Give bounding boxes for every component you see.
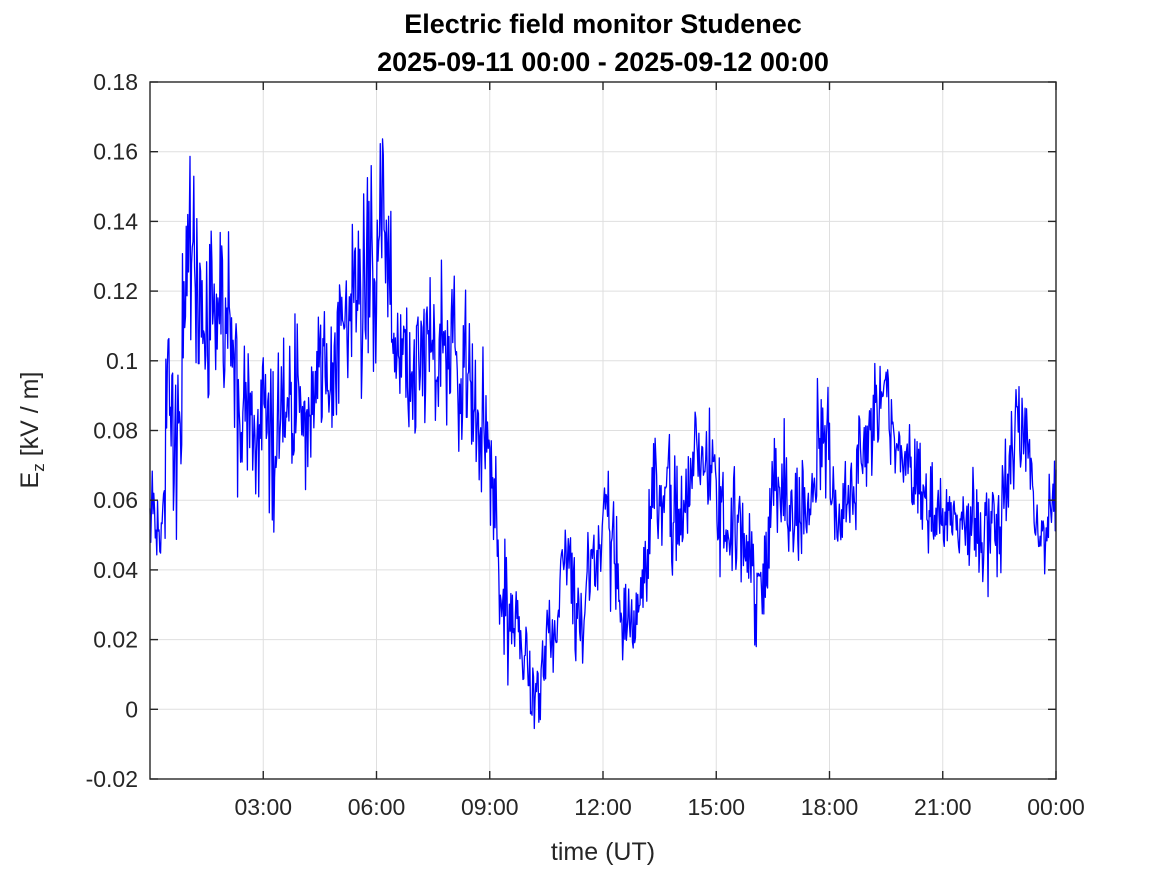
axis-ticks	[150, 81, 1057, 780]
x-axis-tick-label: 00:00	[1027, 794, 1085, 820]
y-axis-tick-label: 0.02	[93, 627, 138, 653]
y-axis-label-subscript: z	[29, 463, 48, 472]
y-axis-tick-label: 0.06	[93, 487, 138, 513]
y-axis-tick-label: 0.14	[93, 208, 138, 234]
x-axis-tick-label: 09:00	[461, 794, 519, 820]
y-axis-tick-label: 0.04	[93, 557, 138, 583]
y-axis-tick-label: 0.12	[93, 278, 138, 304]
y-axis-tick-label: 0.16	[93, 139, 138, 165]
x-axis-tick-labels: 03:00 06:00 09:00 12:00 15:00 18:00 21:00 00:00	[234, 794, 1084, 820]
y-axis-tick-label: 0.1	[106, 348, 138, 374]
x-axis-tick-label: 12:00	[574, 794, 632, 820]
y-axis-label: Ez [kV / m]	[16, 372, 48, 489]
series-group	[149, 138, 1057, 730]
y-axis-tick-label: 0.18	[93, 69, 138, 95]
x-axis-tick-label: 21:00	[914, 794, 972, 820]
efield-series-line	[149, 138, 1057, 730]
y-axis-tick-label: -0.02	[86, 766, 138, 792]
grid-lines	[150, 82, 1056, 779]
y-axis-tick-labels: -0.02 0 0.02 0.04 0.06 0.08 0.1 0.12 0.14 0.16 0.1…	[86, 69, 139, 792]
x-axis-tick-label: 03:00	[234, 794, 292, 820]
chart-title: Electric field monitor Studenec	[404, 9, 802, 39]
x-axis-tick-label: 06:00	[348, 794, 406, 820]
y-axis-label-units: [kV / m]	[16, 372, 44, 464]
y-axis-tick-label: 0	[125, 696, 138, 722]
x-axis-tick-label: 15:00	[687, 794, 745, 820]
x-axis-tick-label: 18:00	[801, 794, 859, 820]
y-axis-tick-label: 0.08	[93, 418, 138, 444]
x-axis-label: time (UT)	[551, 838, 655, 866]
chart-subtitle: 2025-09-11 00:00 - 2025-09-12 00:00	[377, 47, 829, 77]
y-axis-label-symbol: E	[16, 472, 44, 489]
